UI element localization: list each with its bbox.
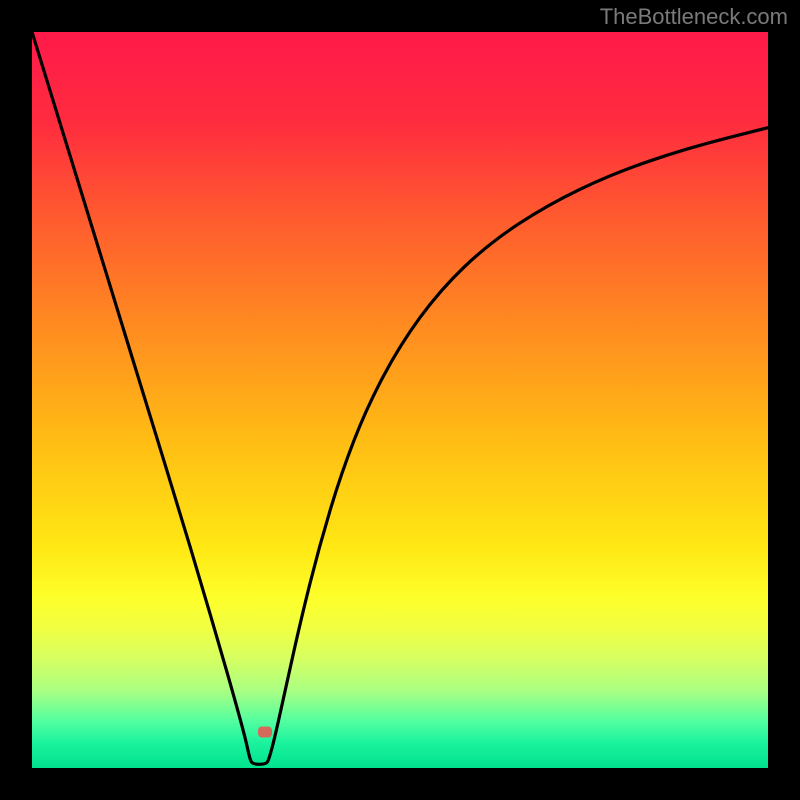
watermark-text: TheBottleneck.com	[600, 4, 788, 30]
gradient-fill	[32, 32, 768, 768]
bottleneck-curve	[32, 32, 768, 768]
gradient-background	[32, 32, 768, 768]
optimum-marker	[258, 727, 272, 738]
plot-area	[32, 32, 768, 768]
